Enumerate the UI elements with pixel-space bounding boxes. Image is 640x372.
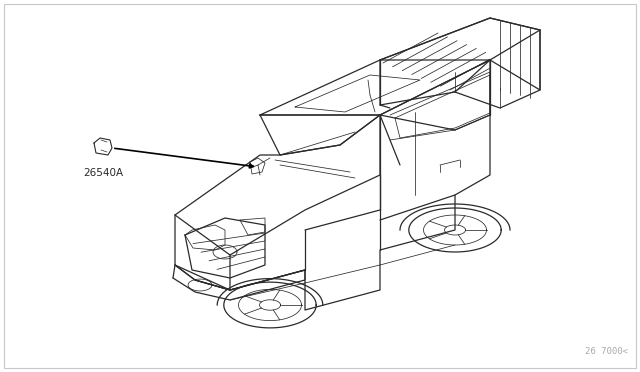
Text: 26 7000<: 26 7000< xyxy=(585,347,628,356)
Text: 26540A: 26540A xyxy=(83,168,123,178)
